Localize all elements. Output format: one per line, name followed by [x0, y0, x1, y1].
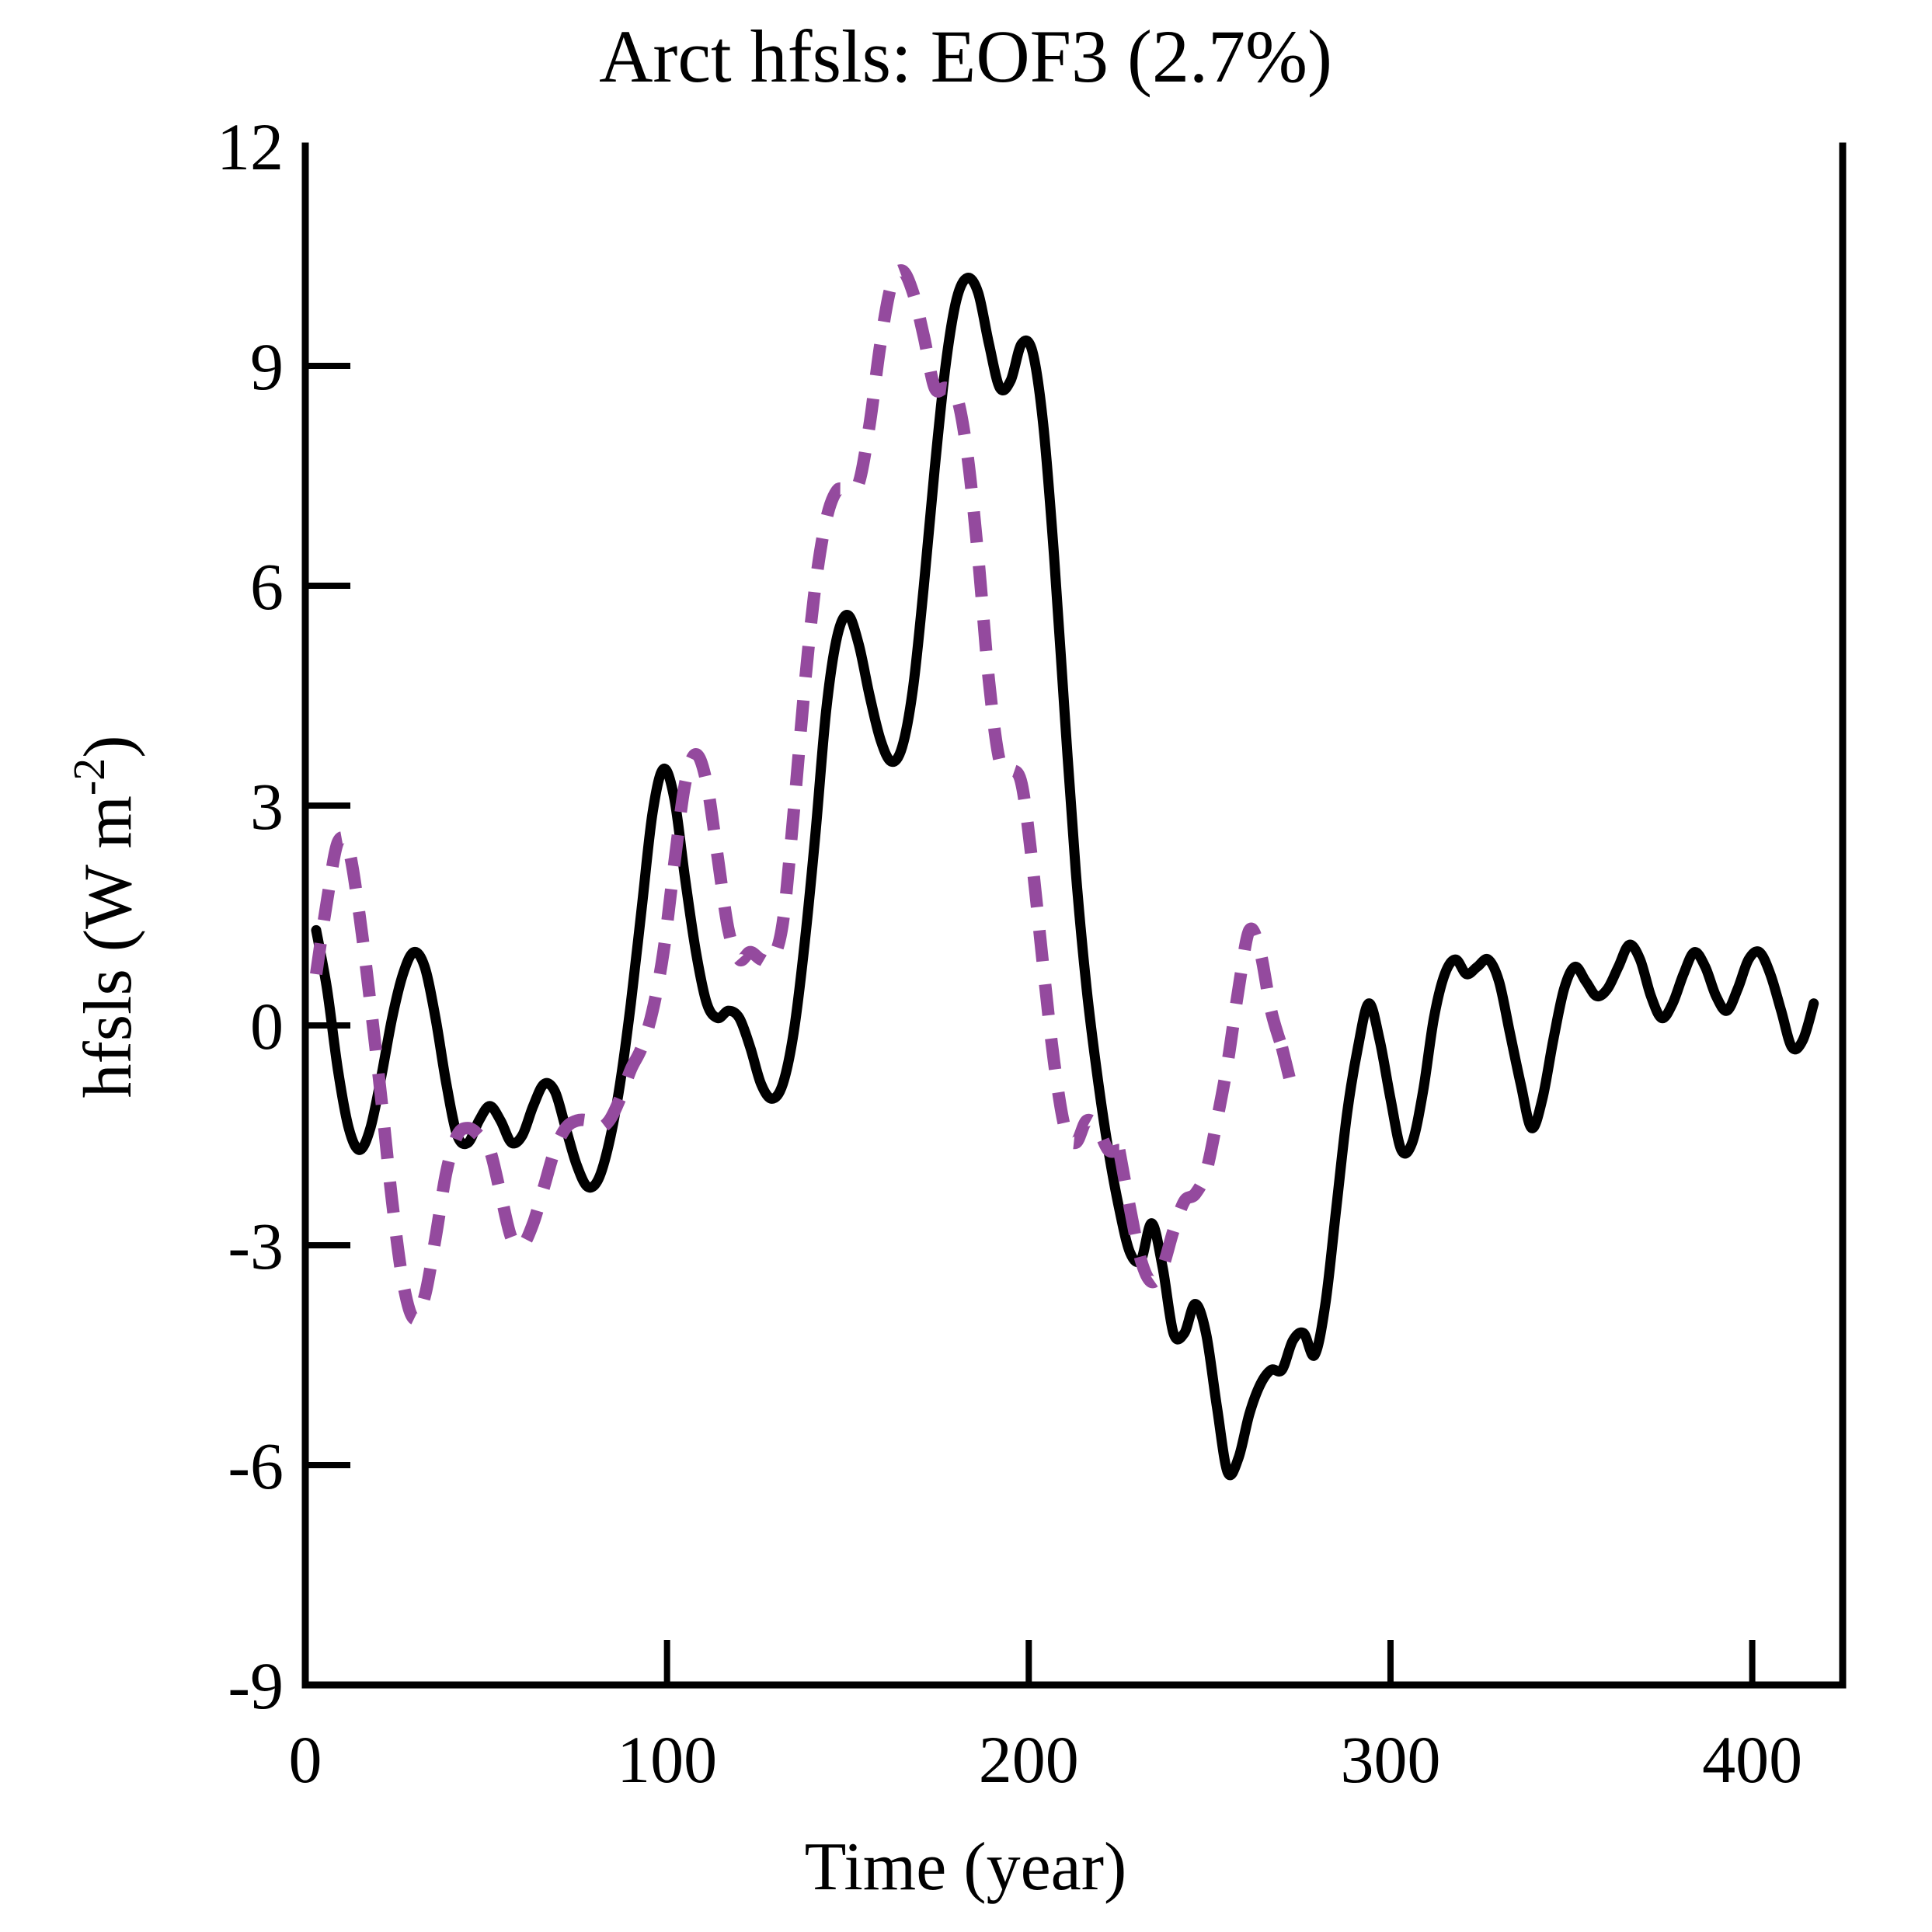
data-series-group: [310, 264, 1819, 1481]
series-line-reconstruction: [310, 264, 1121, 1325]
axis-frame-path: [301, 142, 1847, 1689]
y-axis-title-group: hfsls (W m-2): [64, 735, 146, 1098]
y-tick-label: 0: [250, 989, 284, 1063]
series-line-model: [311, 273, 1819, 1481]
series-line-reconstruction-cont: [1112, 922, 1288, 1289]
x-tick-label: 0: [289, 1722, 322, 1797]
y-tick-label: -9: [228, 1648, 284, 1723]
y-axis-title: hfsls (W m-2): [64, 735, 146, 1098]
x-tick-label: 300: [1340, 1722, 1440, 1797]
series-line-reconstruction-tail: [1276, 1046, 1299, 1093]
y-axis-tick-labels: -9 -6 -3 0 3 6 9 12: [217, 110, 284, 1723]
y-tick-label: -6: [228, 1429, 284, 1503]
x-tick-label: 100: [617, 1722, 717, 1797]
y-axis-title-main: hfsls (W m: [71, 795, 146, 1098]
x-tick-label: 200: [979, 1722, 1079, 1797]
plot-frame: [301, 142, 1847, 1689]
x-tick-label: 400: [1702, 1722, 1802, 1797]
y-axis-title-exponent: -2: [64, 758, 114, 795]
x-axis-ticks: [663, 1640, 1756, 1685]
chart-title: Arct hfsls: EOF3 (2.7%): [599, 15, 1332, 98]
y-tick-label: 9: [250, 329, 284, 404]
y-tick-label: 6: [250, 549, 284, 624]
x-axis-tick-labels: 0 100 200 300 400: [289, 1722, 1803, 1797]
x-axis-title: Time (year): [805, 1829, 1127, 1905]
y-tick-label: -3: [228, 1209, 284, 1283]
y-tick-label: 12: [217, 110, 284, 184]
y-axis-title-close: ): [71, 735, 146, 757]
y-tick-label: 3: [250, 769, 284, 844]
